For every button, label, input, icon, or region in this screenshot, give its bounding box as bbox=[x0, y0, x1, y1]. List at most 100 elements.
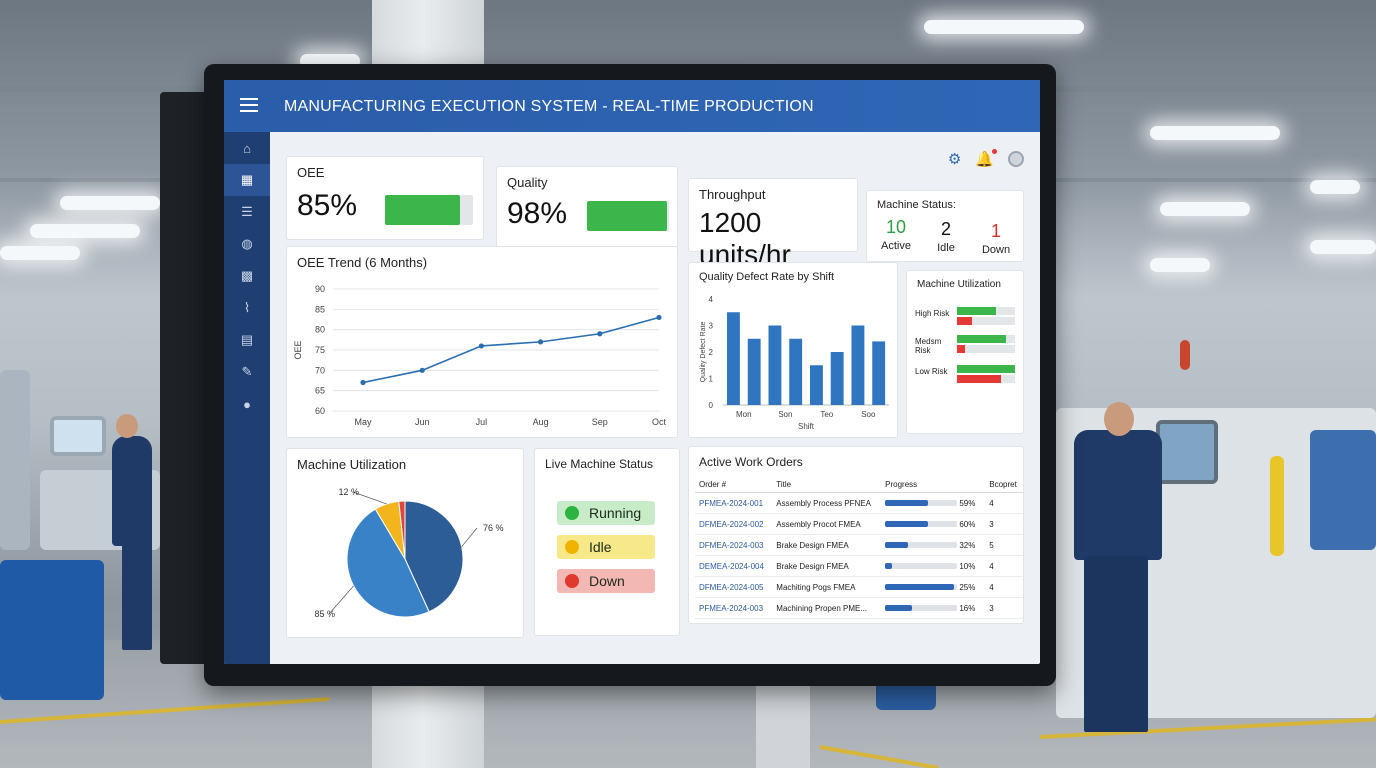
column-order: Order # bbox=[695, 477, 773, 493]
kpi-oee-bar-fill bbox=[385, 195, 460, 225]
worker bbox=[122, 540, 152, 650]
idle-dot-icon bbox=[565, 540, 579, 554]
pie-slice[interactable] bbox=[404, 500, 464, 613]
gear-icon[interactable]: ⚙ bbox=[947, 151, 962, 168]
status-pill-down-label: Down bbox=[589, 573, 625, 589]
order-title: Brake Design FMEA bbox=[772, 534, 882, 556]
util-bar-red-fill bbox=[957, 317, 972, 325]
table-row[interactable]: PFMEA-2024-001 Assembly Process PFNEA 59%… bbox=[695, 492, 1023, 514]
util-bar-red bbox=[957, 345, 1015, 353]
y-tick-label: 0 bbox=[709, 401, 714, 410]
x-tick-label: Teo bbox=[820, 410, 833, 419]
world-icon[interactable]: ● bbox=[243, 396, 251, 412]
util-bar-green bbox=[957, 365, 1015, 373]
x-tick-label: May bbox=[354, 417, 372, 427]
defect-bar[interactable] bbox=[747, 338, 761, 405]
worker bbox=[1084, 556, 1148, 732]
ceiling-lamp bbox=[1150, 126, 1280, 140]
y-tick-label: 1 bbox=[709, 375, 714, 384]
y-tick-label: 3 bbox=[709, 322, 714, 331]
data-point[interactable] bbox=[597, 331, 603, 337]
kpi-throughput-label: Throughput bbox=[699, 187, 766, 202]
util-row-label: Medsm Risk bbox=[915, 337, 942, 355]
globe-icon[interactable]: ◍ bbox=[241, 236, 253, 251]
defect-rate-card: Quality Defect Rate by Shift 0 1 2 3 4 Qualit… bbox=[688, 262, 898, 438]
progress-label: 16% bbox=[959, 603, 976, 613]
util-bar-red bbox=[957, 375, 1015, 383]
tools-icon[interactable]: ✎ bbox=[241, 364, 253, 379]
column-progress: Progress bbox=[881, 477, 986, 493]
util-bar-red-fill bbox=[957, 375, 1001, 383]
status-idle: 2 Idle bbox=[931, 219, 961, 254]
x-tick-label: Jul bbox=[476, 417, 488, 427]
oee-trend-card: OEE Trend (6 Months) 60 65 70 75 80 85 90 OEE Ma… bbox=[286, 246, 678, 438]
pie-label: 85 % bbox=[314, 609, 335, 619]
menu-icon[interactable] bbox=[240, 98, 258, 112]
defect-bar[interactable] bbox=[789, 338, 803, 405]
order-count: 4 bbox=[985, 576, 1023, 598]
util-bar-red bbox=[957, 317, 1015, 325]
chart-icon[interactable]: ⌇ bbox=[243, 300, 251, 315]
order-id[interactable]: DFMEA-2024-002 bbox=[695, 513, 773, 535]
status-pill-down[interactable]: Down bbox=[557, 569, 655, 593]
ceiling-lamp bbox=[1160, 202, 1250, 216]
machine bbox=[0, 560, 104, 700]
kpi-oee-bar bbox=[385, 195, 473, 225]
ceiling-lamp bbox=[60, 196, 160, 210]
pie-slice[interactable] bbox=[398, 500, 406, 560]
defect-bar[interactable] bbox=[872, 341, 886, 405]
work-orders-card: Active Work Orders Order # Title Progres… bbox=[688, 446, 1024, 624]
progress-label: 59% bbox=[959, 498, 976, 508]
order-id[interactable]: DFMEA-2024-005 bbox=[695, 576, 773, 598]
machine-util-bars-card: Machine Utilization High Risk Medsm Risk L… bbox=[906, 270, 1024, 434]
dashboard-icon[interactable]: ▦ bbox=[224, 164, 270, 196]
status-pill-idle[interactable]: Idle bbox=[557, 535, 655, 559]
status-idle-label: Idle bbox=[937, 242, 955, 254]
data-point[interactable] bbox=[360, 379, 366, 386]
order-id[interactable]: PFMEA-2024-003 bbox=[695, 597, 773, 619]
status-down-count: 1 bbox=[990, 221, 1001, 241]
table-row[interactable]: DFMEA-2024-003 Brake Design FMEA 32% 5 bbox=[695, 534, 1023, 556]
ceiling-lamp bbox=[0, 246, 80, 260]
defect-bar[interactable] bbox=[851, 325, 865, 406]
y-tick-label: 80 bbox=[315, 325, 325, 335]
ceiling-lamp bbox=[924, 20, 1084, 34]
data-point[interactable] bbox=[656, 314, 662, 321]
table-row[interactable]: DFMEA-2024-002 Assembly Procot FMEA 60% 3 bbox=[695, 513, 1023, 535]
machine-util-pie-card: Machine Utilization 76 % 85 % 12 % bbox=[286, 448, 524, 638]
home-icon[interactable]: ⌂ bbox=[243, 140, 251, 156]
order-id[interactable]: PFMEA-2024-001 bbox=[695, 492, 773, 514]
report-icon[interactable]: ▤ bbox=[240, 332, 254, 347]
y-tick-label: 4 bbox=[709, 295, 714, 304]
defect-rate-chart: 0 1 2 3 4 Quality Defect Rate Mon Son Teo Soo Shif… bbox=[700, 295, 889, 431]
table-row[interactable]: PFMEA-2024-003 Machining Propen PME... 16… bbox=[695, 597, 1023, 619]
util-bar-green bbox=[957, 307, 1015, 315]
defect-bar[interactable] bbox=[810, 365, 823, 405]
defect-bar[interactable] bbox=[830, 352, 844, 405]
defect-bar[interactable] bbox=[768, 325, 782, 406]
oee-trend-chart: 60 65 70 75 80 85 90 OEE May Jun Jul Aug Sep Oct bbox=[293, 284, 666, 427]
status-down: 1 Down bbox=[981, 221, 1011, 256]
x-tick-label: Jun bbox=[415, 417, 430, 427]
order-id[interactable]: DEMEA-2024-004 bbox=[695, 555, 773, 577]
ceiling-lamp bbox=[1310, 180, 1360, 194]
machine-util-pie-chart: 76 % 85 % 12 % bbox=[314, 487, 503, 619]
table-row[interactable]: DEMEA-2024-004 Brake Design FMEA 10% 4 bbox=[695, 555, 1023, 577]
data-point[interactable] bbox=[538, 339, 544, 345]
worker bbox=[112, 436, 152, 546]
status-pill-running[interactable]: Running bbox=[557, 501, 655, 525]
avatar-icon[interactable] bbox=[1008, 151, 1024, 167]
progress-bar bbox=[885, 563, 958, 570]
order-progress: 60% bbox=[881, 513, 986, 535]
data-point[interactable] bbox=[419, 367, 425, 373]
table-row[interactable]: DFMEA-2024-005 Machiting Pogs FMEA 25% 4 bbox=[695, 576, 1023, 598]
order-title: Brake Design FMEA bbox=[772, 555, 882, 577]
data-point[interactable] bbox=[478, 343, 484, 349]
machine-screen bbox=[1156, 420, 1218, 484]
list-icon[interactable]: ☰ bbox=[241, 204, 253, 219]
defect-bar[interactable] bbox=[727, 312, 740, 405]
order-id[interactable]: DFMEA-2024-003 bbox=[695, 534, 773, 556]
grid-icon[interactable]: ▩ bbox=[240, 268, 254, 283]
bell-icon[interactable]: 🔔 bbox=[975, 149, 997, 168]
progress-bar bbox=[885, 542, 958, 549]
